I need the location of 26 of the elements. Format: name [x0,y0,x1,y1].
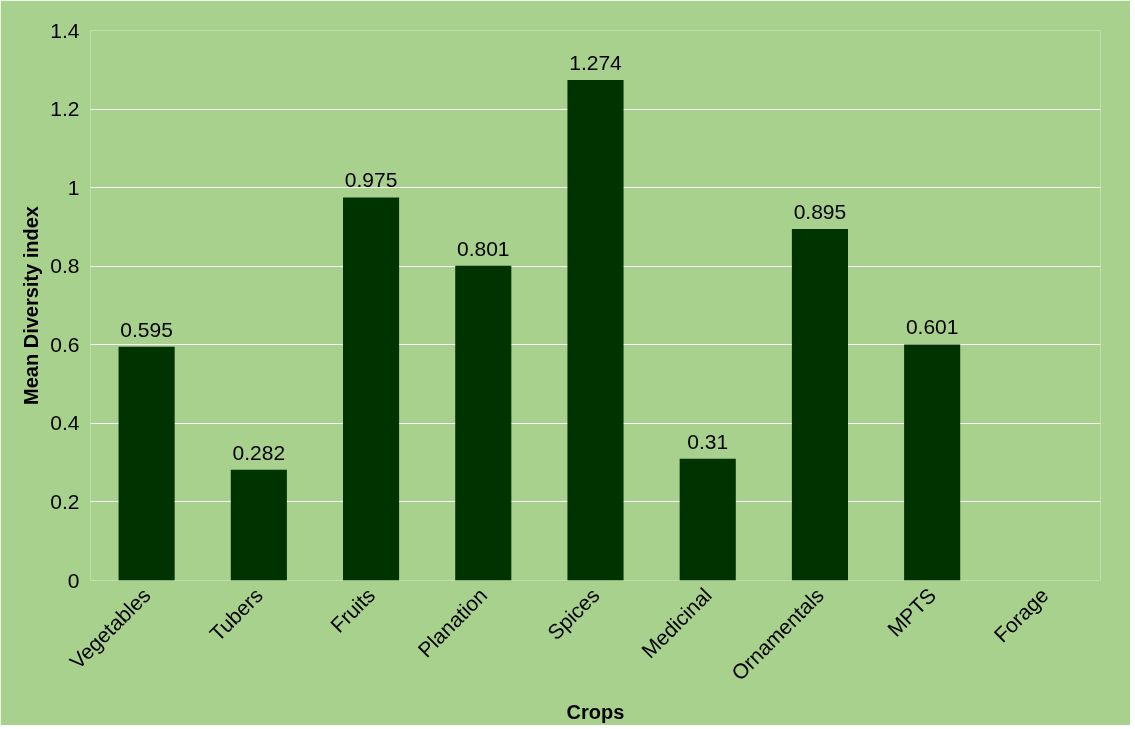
bar [567,80,624,581]
y-tick-label: 1 [67,175,80,199]
data-label: 1.274 [569,51,623,74]
y-tick-label: 0.8 [50,254,80,278]
data-label: 0.801 [457,236,510,260]
y-tick-label: 0 [67,568,80,592]
bar [791,228,848,581]
data-label: 0.975 [344,168,398,192]
bar [118,346,175,581]
bar [455,265,512,581]
bar [679,458,736,581]
bar [343,197,400,581]
y-tick-label: 1.2 [50,97,80,121]
data-label: 0.595 [120,317,173,341]
bar [230,469,287,581]
data-label: 0.601 [905,315,959,339]
x-axis-title: Crops [566,700,625,723]
y-tick-label: 0.6 [50,332,80,356]
bar [904,344,961,581]
data-label: 0.31 [687,429,729,453]
data-label: 0.282 [232,440,286,464]
y-tick-label: 0.4 [50,411,80,435]
y-axis-title: Mean Diversity index [20,206,43,405]
y-tick-label: 1.4 [50,18,80,42]
y-tick-label: 0.2 [50,489,80,513]
data-label: 0.895 [793,199,847,223]
